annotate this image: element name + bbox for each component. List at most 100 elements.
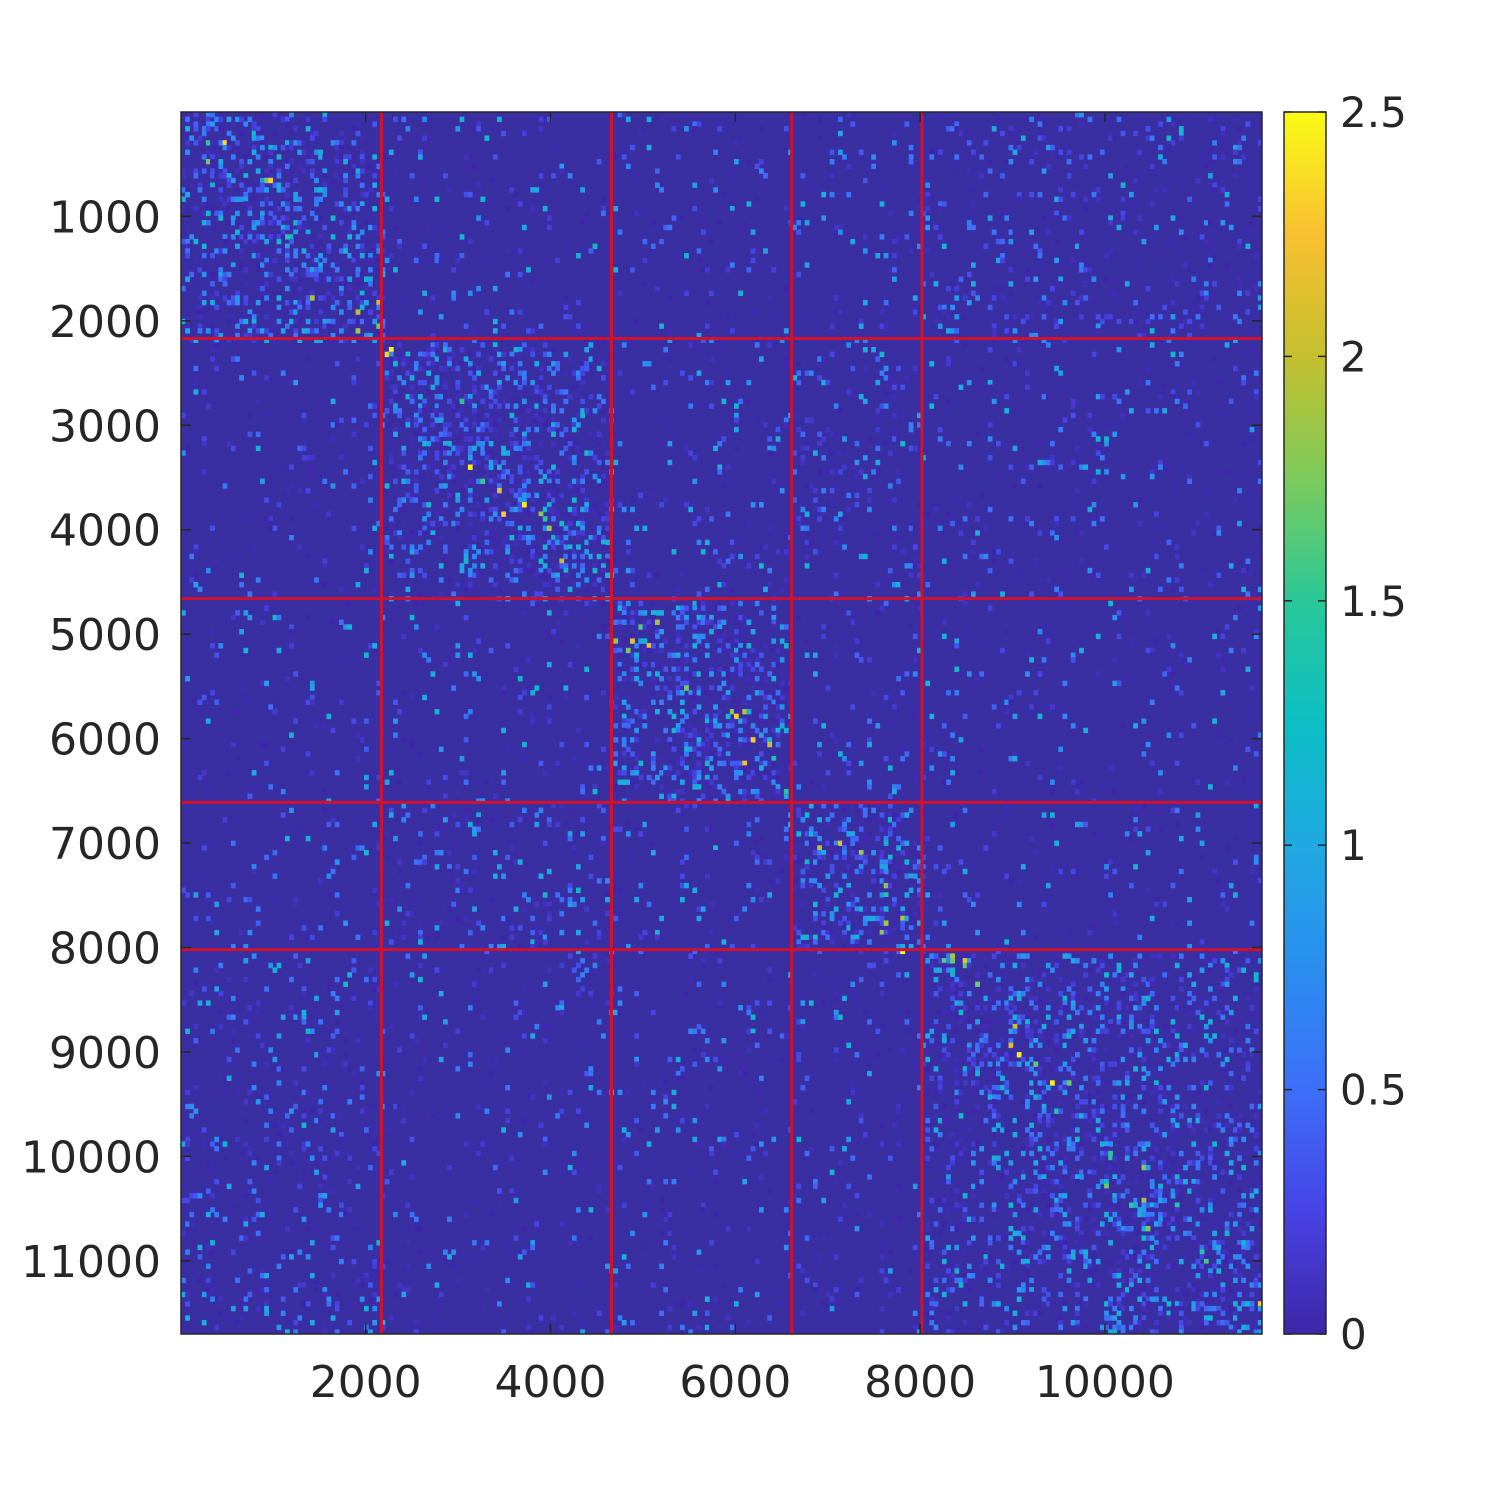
heatmap-cell [954, 154, 960, 160]
heatmap-cell [339, 220, 344, 226]
heatmap-cell [1004, 300, 1010, 306]
heatmap-cell [800, 944, 806, 950]
heatmap-cell [438, 412, 444, 419]
heatmap-cell [1228, 647, 1234, 654]
heatmap-cell [210, 300, 215, 306]
heatmap-cell [838, 116, 843, 123]
heatmap-cell [1045, 962, 1051, 969]
heatmap-cell [214, 332, 220, 339]
heatmap-cell [742, 699, 748, 705]
heatmap-cell [455, 450, 461, 456]
heatmap-cell [201, 210, 207, 217]
heatmap-cell [630, 497, 635, 503]
heatmap-cell [1133, 177, 1138, 184]
heatmap-cell [634, 318, 639, 325]
heatmap-cell [692, 774, 698, 781]
heatmap-cell [546, 520, 552, 527]
heatmap-cell [322, 807, 328, 814]
heatmap-cell [318, 676, 323, 682]
heatmap-cell [239, 318, 244, 325]
heatmap-cell [1253, 253, 1259, 259]
heatmap-cell [509, 845, 515, 851]
heatmap-cell [817, 817, 822, 823]
heatmap-cell [825, 817, 831, 823]
heatmap-cell [401, 361, 407, 367]
heatmap-cell [322, 154, 328, 160]
heatmap-cell [1133, 130, 1138, 137]
heatmap-cell [364, 276, 369, 282]
heatmap-cell [663, 765, 669, 771]
heatmap-cell [1041, 168, 1047, 174]
heatmap-cell [1037, 972, 1043, 978]
heatmap-cell [555, 511, 560, 517]
heatmap-cell [613, 647, 619, 654]
heatmap-cell [492, 389, 498, 395]
heatmap-cell [975, 676, 980, 682]
heatmap-cell [505, 854, 511, 861]
heatmap-cell [667, 737, 673, 743]
heatmap-cell [738, 643, 743, 649]
heatmap-cell [534, 591, 540, 597]
heatmap-cell [526, 426, 531, 433]
heatmap-cell [443, 520, 448, 527]
heatmap-cell [729, 586, 735, 593]
heatmap-cell [297, 812, 303, 818]
heatmap-cell [484, 309, 490, 315]
heatmap-cell [921, 868, 926, 875]
heatmap-cell [917, 647, 922, 654]
heatmap-cell [617, 290, 623, 296]
heatmap-cell [1137, 934, 1143, 940]
heatmap-cell [1004, 408, 1010, 414]
heatmap-cell [1099, 962, 1105, 969]
heatmap-cell [384, 539, 390, 546]
heatmap-cell [862, 812, 868, 818]
heatmap-cell [1029, 835, 1034, 842]
heatmap-cell [571, 967, 577, 973]
heatmap-cell [800, 455, 806, 461]
heatmap-cell [580, 567, 585, 574]
heatmap-cell [804, 511, 810, 517]
heatmap-cell [434, 196, 440, 202]
heatmap-cell [601, 690, 606, 696]
heatmap-cell [372, 224, 378, 231]
heatmap-cell [1137, 149, 1143, 155]
heatmap-cell [546, 868, 552, 875]
heatmap-cell [467, 394, 473, 400]
heatmap-cell [334, 821, 340, 828]
heatmap-cell [692, 671, 698, 677]
heatmap-cell [796, 426, 802, 433]
heatmap-cell [680, 699, 685, 705]
heatmap-cell [330, 332, 336, 339]
heatmap-cell [763, 727, 768, 734]
heatmap-cell [879, 991, 885, 997]
heatmap-cell [285, 253, 290, 259]
heatmap-cell [376, 248, 382, 254]
heatmap-cell [692, 206, 698, 212]
heatmap-cell [892, 582, 897, 588]
heatmap-cell [1216, 629, 1222, 635]
heatmap-cell [314, 257, 319, 264]
heatmap-cell [422, 408, 427, 414]
heatmap-cell [721, 751, 727, 757]
heatmap-cell [659, 610, 664, 616]
heatmap-cell [892, 882, 897, 889]
heatmap-cell [638, 130, 644, 137]
heatmap-cell [1145, 741, 1151, 748]
heatmap-cell [1253, 629, 1259, 635]
heatmap-cell [388, 455, 394, 461]
heatmap-cell [933, 991, 939, 997]
heatmap-cell [621, 779, 627, 785]
heatmap-cell [717, 126, 723, 132]
heatmap-cell [576, 831, 581, 837]
heatmap-cell [754, 690, 760, 696]
heatmap-cell [829, 191, 835, 198]
heatmap-cell [875, 379, 881, 386]
heatmap-cell [792, 901, 797, 908]
heatmap-cell [247, 187, 253, 193]
heatmap-cell [492, 318, 498, 325]
heatmap-cell [571, 384, 577, 390]
heatmap-cell [380, 318, 386, 325]
heatmap-cell [438, 483, 444, 489]
heatmap-cell [796, 516, 802, 522]
heatmap-cell [218, 991, 224, 997]
